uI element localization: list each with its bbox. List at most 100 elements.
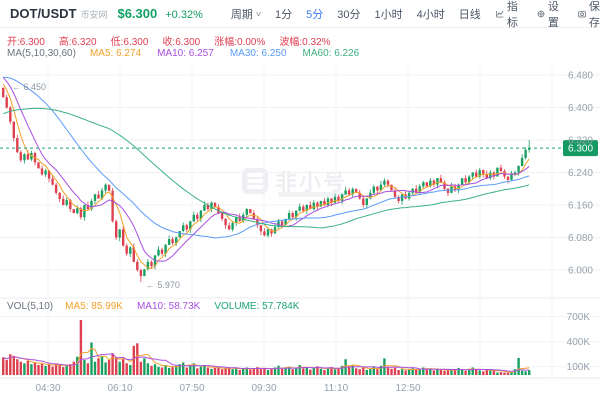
candle-body <box>344 190 347 195</box>
candle-body <box>496 167 499 177</box>
candle-body <box>220 213 224 219</box>
timeframe-5m[interactable]: 5分 <box>306 8 324 21</box>
period-dropdown[interactable]: 周期 ∨ <box>230 6 262 22</box>
candle-body <box>178 231 181 238</box>
candle-body <box>192 214 195 222</box>
candle-body <box>323 200 326 205</box>
volume-bar <box>404 370 407 375</box>
watermark-text: 非小号 <box>275 170 348 195</box>
price-ma-line-10 <box>2 77 530 262</box>
volume-bar <box>510 372 513 375</box>
timeframe-1d[interactable]: 日线 <box>458 8 481 21</box>
timeframe-30m[interactable]: 30分 <box>337 8 361 21</box>
ma5-readout: MA5: 6.274 <box>89 48 142 59</box>
volume-bar <box>333 369 337 375</box>
candle-body <box>340 194 344 201</box>
current-price-badge <box>563 140 598 157</box>
volume-bar <box>139 361 143 375</box>
candle-body <box>143 269 146 277</box>
candle-body <box>54 184 58 193</box>
volume-bar <box>517 357 520 375</box>
volume-bar <box>460 370 464 375</box>
candle-body <box>351 188 354 195</box>
candle-body <box>520 157 524 166</box>
volume-bar <box>210 368 213 376</box>
candle-body <box>464 178 467 183</box>
exchange-label: 币安网 <box>80 10 108 20</box>
volume-bar <box>167 367 171 375</box>
candle-body <box>72 209 75 214</box>
candle-body <box>5 97 8 108</box>
candle-body <box>446 188 450 193</box>
volume-bar <box>72 361 75 375</box>
indicator-button[interactable]: 指标 <box>496 0 522 30</box>
candle-body <box>471 172 474 177</box>
volume-bar <box>355 368 358 375</box>
volume-bar <box>443 370 446 375</box>
volume-bar <box>432 370 436 375</box>
volume-bar <box>54 363 58 375</box>
candle-body <box>485 174 488 179</box>
settings-button[interactable]: 设置 <box>537 0 563 30</box>
candle-body <box>2 88 5 98</box>
high-marker-label: ← 6.450 <box>12 82 46 92</box>
volume-bar <box>422 367 425 375</box>
volume-bar <box>270 369 273 375</box>
volume-bar <box>182 362 185 375</box>
volume-bar <box>97 358 100 375</box>
candle-body <box>182 225 185 231</box>
candle-body <box>167 239 171 245</box>
ma10-readout: MA10: 6.257 <box>157 48 214 59</box>
volume-bar <box>400 369 404 375</box>
candle-body <box>291 213 294 218</box>
volume-bar <box>457 367 460 375</box>
candle-body <box>242 214 245 222</box>
candle-body <box>79 208 83 218</box>
volume-bar <box>316 366 319 376</box>
volume-bar <box>415 370 418 375</box>
volume-bar <box>471 367 474 375</box>
volume-bar <box>358 369 361 375</box>
ma60-readout: MA60: 6.226 <box>302 48 360 59</box>
timeframe-4h[interactable]: 4小时 <box>416 8 445 21</box>
volume-bar <box>397 370 400 375</box>
volume-bar <box>326 368 330 375</box>
volume-bar <box>26 360 30 375</box>
volume-bar <box>199 366 203 375</box>
candle-body <box>510 174 513 180</box>
candle-body <box>37 162 40 169</box>
volume-bar <box>319 368 323 376</box>
volume-axis-label: 700K <box>567 312 591 323</box>
candle-body <box>115 221 118 238</box>
timeframe-1h[interactable]: 1小时 <box>374 8 403 21</box>
candle-body <box>235 217 238 223</box>
candle-body <box>122 229 125 246</box>
candle-body <box>330 198 333 203</box>
line-chart-icon <box>496 10 504 17</box>
volume-bar <box>524 371 527 376</box>
timeframe-1m[interactable]: 1分 <box>274 8 293 21</box>
candle-body <box>376 186 379 191</box>
header-bar: DOT/USDT 币安网 $6.300 +0.32% 周期 ∨ 1分 5分 30… <box>0 0 600 30</box>
candle-body <box>400 194 404 201</box>
current-price-badge-text: 6.300 <box>568 144 593 155</box>
volume-bar <box>309 369 312 375</box>
candle-body <box>65 200 68 205</box>
vol-ma5-readout: MA5: 85.99K <box>65 301 123 312</box>
candle-body <box>425 182 428 187</box>
period-label: 周期 <box>230 8 253 21</box>
volume-bar <box>295 367 298 375</box>
vol-title: VOL(5,10) <box>7 301 54 312</box>
candle-body <box>312 202 315 210</box>
save-button[interactable]: 保存 <box>578 0 600 30</box>
volume-bar <box>492 370 496 375</box>
candle-body <box>196 214 199 219</box>
time-axis-label: 06:10 <box>107 383 133 394</box>
candle-body <box>206 205 210 210</box>
candle-body <box>146 261 150 270</box>
volume-bar <box>62 367 65 375</box>
volume-bar <box>47 364 51 375</box>
candle-body <box>280 221 284 226</box>
